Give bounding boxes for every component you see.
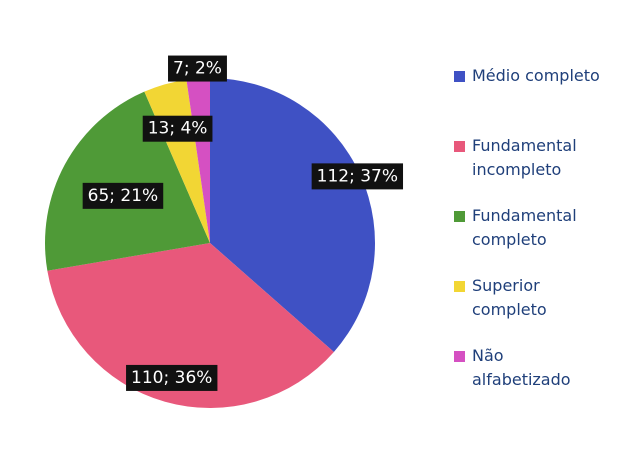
data-label: 7; 2% bbox=[168, 55, 227, 82]
legend-entry: Superior completo bbox=[454, 274, 604, 344]
legend-swatch bbox=[454, 211, 465, 222]
pie-slice bbox=[45, 91, 211, 271]
data-label: 65; 21% bbox=[82, 182, 164, 209]
legend-label: Superior completo bbox=[472, 276, 547, 319]
data-label-box bbox=[126, 364, 218, 391]
data-label-box bbox=[82, 182, 164, 209]
legend-label: Fundamental incompleto bbox=[472, 136, 577, 179]
legend-swatch bbox=[454, 141, 465, 152]
data-label-text: 110; 36% bbox=[131, 368, 212, 388]
legend-entry: Não alfabetizado bbox=[454, 344, 604, 414]
data-label-box bbox=[168, 55, 227, 82]
data-label-box bbox=[311, 163, 404, 190]
legend: Médio completo Fundamental incompleto Fund… bbox=[454, 64, 604, 414]
data-label: 110; 36% bbox=[126, 364, 218, 391]
legend-swatch bbox=[454, 281, 465, 292]
data-label-text: 65; 21% bbox=[88, 186, 159, 206]
data-label-text: 112; 37% bbox=[317, 166, 398, 186]
legend-label: Médio completo bbox=[472, 66, 600, 85]
legend-entry: Fundamental incompleto bbox=[454, 134, 604, 204]
data-label-box bbox=[142, 115, 213, 142]
data-label: 13; 4% bbox=[142, 115, 213, 142]
data-label-text: 13; 4% bbox=[148, 119, 208, 139]
legend-swatch bbox=[454, 71, 465, 82]
pie-slice bbox=[47, 243, 334, 408]
data-label: 112; 37% bbox=[311, 163, 404, 190]
pie-slice bbox=[210, 78, 375, 352]
legend-swatch bbox=[454, 351, 465, 362]
legend-label: Não alfabetizado bbox=[472, 346, 571, 389]
legend-entry: Fundamental completo bbox=[454, 204, 604, 274]
legend-entry: Médio completo bbox=[454, 64, 604, 134]
legend-label: Fundamental completo bbox=[472, 206, 577, 249]
data-label-text: 7; 2% bbox=[173, 59, 222, 79]
